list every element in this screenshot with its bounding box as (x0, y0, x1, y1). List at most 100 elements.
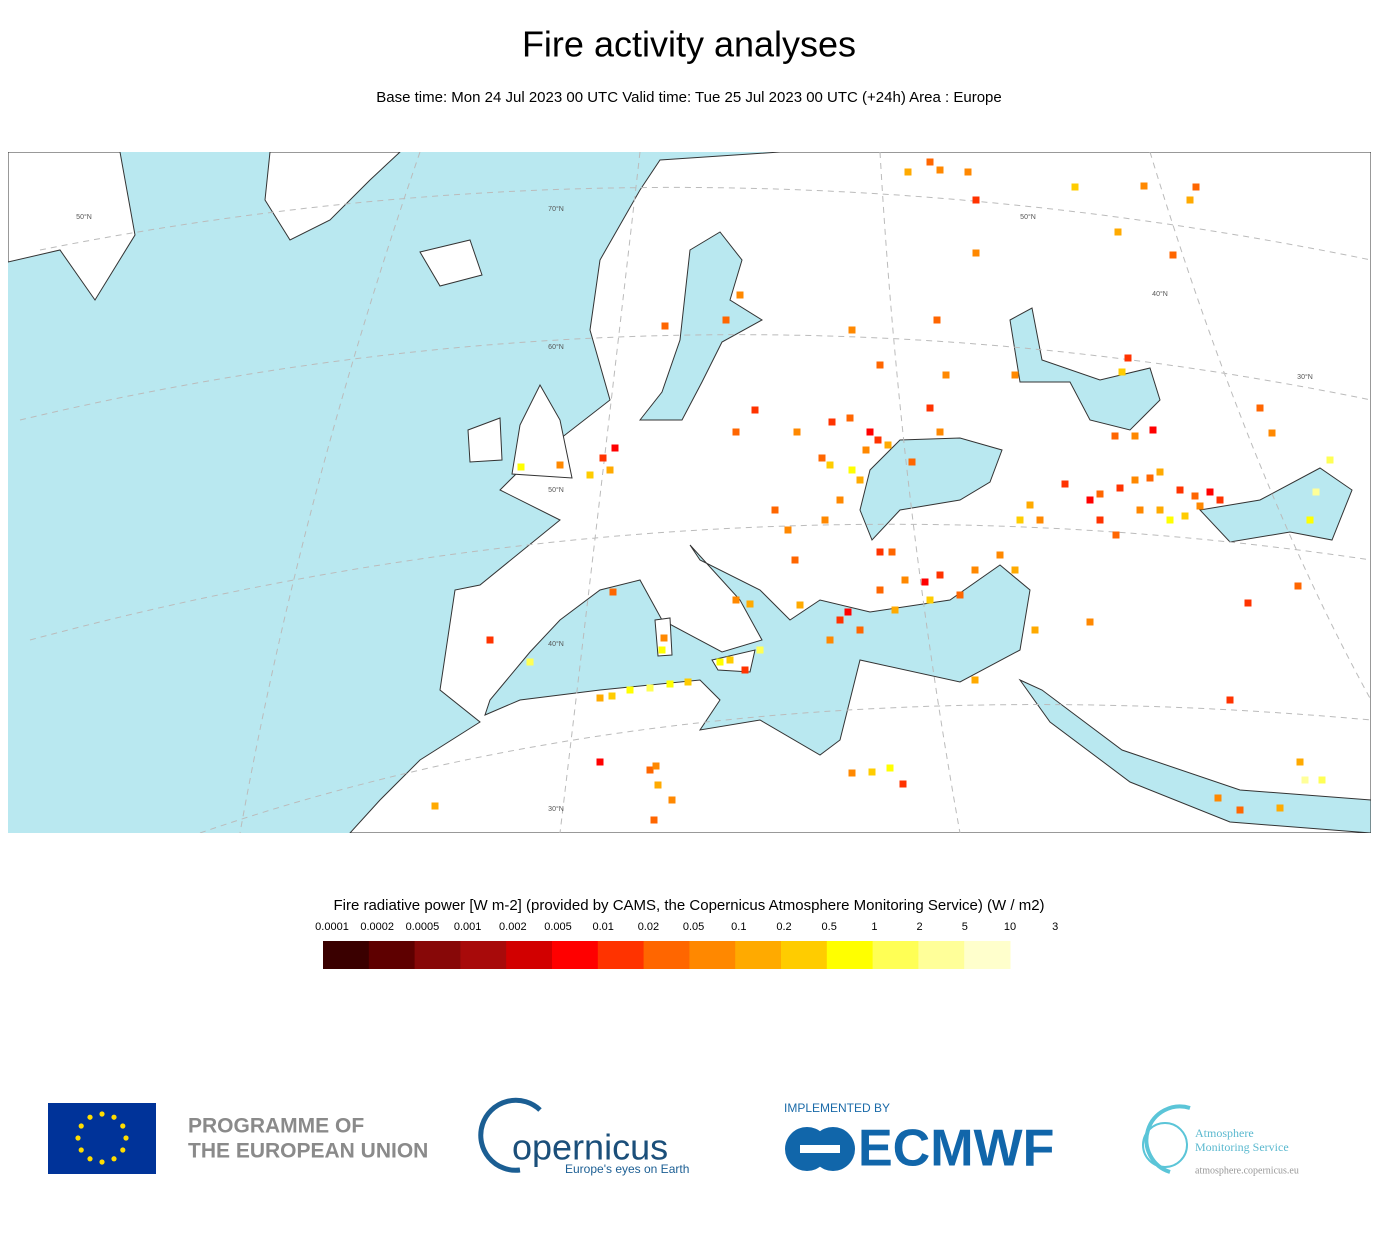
fire-pixel (596, 694, 604, 702)
eu-star (120, 1147, 126, 1153)
fire-pixel (1181, 512, 1189, 520)
fire-pixel (1116, 484, 1124, 492)
fire-pixel (926, 158, 934, 166)
graticule (19, 152, 1371, 833)
fire-pixel (1156, 506, 1164, 514)
ecmwf-logo: IMPLEMENTED BY ECMWF (784, 1101, 1054, 1178)
fire-pixel (1236, 806, 1244, 814)
latitude-label: 30°N (548, 805, 564, 813)
legend-label: 0.001 (454, 921, 482, 933)
fire-pixel (1114, 228, 1122, 236)
fire-pixel (660, 634, 668, 642)
latitude-label: 40°N (548, 640, 564, 648)
legend-swatch (918, 941, 965, 969)
fire-pixel (936, 428, 944, 436)
fire-pixel (756, 646, 764, 654)
fire-pixel (1192, 183, 1200, 191)
latitude-label: 40°N (1152, 290, 1168, 298)
fire-pixel (1186, 196, 1194, 204)
fire-pixel (1031, 626, 1039, 634)
fire-pixel (1026, 501, 1034, 509)
fire-pixel (936, 166, 944, 174)
fire-pixel (826, 636, 834, 644)
fire-pixel (626, 686, 634, 694)
fire-pixel (793, 428, 801, 436)
fire-pixel (828, 418, 836, 426)
copernicus-c (478, 1097, 542, 1173)
fire-pixel (821, 516, 829, 524)
legend-label: 0.005 (544, 921, 572, 933)
legend-swatch (597, 941, 645, 969)
cams-logo: Atmosphere Monitoring Service atmosphere… (1142, 1104, 1299, 1176)
cams-globe (1142, 1122, 1188, 1168)
latitude-label: 30°N (1297, 373, 1313, 381)
latitude-label: 50°N (76, 213, 92, 221)
legend-label: 1 (871, 921, 877, 933)
fire-pixel (1149, 426, 1157, 434)
fire-pixel (526, 658, 534, 666)
legend-title: Fire radiative power [W m-2] (provided b… (333, 897, 1044, 914)
fire-pixel (1318, 776, 1326, 784)
fire-pixel (1096, 516, 1104, 524)
fire-pixel (972, 249, 980, 257)
eu-star (87, 1156, 93, 1162)
copernicus-tagline: Europe's eyes on Earth (565, 1162, 689, 1176)
fire-pixel (846, 414, 854, 422)
legend-label: 0.1 (731, 921, 746, 933)
fire-pixel (658, 646, 666, 654)
fire-pixel (1111, 432, 1119, 440)
eu-text: THE EUROPEAN UNION (188, 1140, 428, 1163)
legend-swatch (414, 941, 461, 969)
fire-pixel (1124, 354, 1132, 362)
fire-pixel (716, 658, 724, 666)
fire-pixel (1061, 480, 1069, 488)
cams-url: atmosphere.copernicus.eu (1195, 1165, 1299, 1176)
fire-pixel (866, 428, 874, 436)
fire-pixel (1036, 516, 1044, 524)
fire-pixel (876, 361, 884, 369)
legend-swatch (689, 941, 736, 969)
fire-pixel (899, 780, 907, 788)
fire-pixel (556, 461, 564, 469)
fire-pixel (926, 596, 934, 604)
eu-star (75, 1135, 81, 1141)
fire-pixel (736, 291, 744, 299)
fire-pixel (1244, 599, 1252, 607)
fire-pixel (1226, 696, 1234, 704)
fire-pixel (668, 796, 676, 804)
fire-pixel (1016, 516, 1024, 524)
fire-pixel (844, 608, 852, 616)
legend-swatch (506, 941, 553, 969)
fire-pixel (784, 526, 792, 534)
fire-pixel (684, 678, 692, 686)
fire-pixel (586, 471, 594, 479)
fire-pixel (646, 766, 654, 774)
fire-pixel (888, 548, 896, 556)
eu-stars (75, 1111, 129, 1165)
eu-star (123, 1135, 129, 1141)
fire-pixel (1086, 618, 1094, 626)
fire-pixel (652, 762, 660, 770)
fire-pixel (1096, 490, 1104, 498)
latitude-label: 60°N (548, 343, 564, 351)
fire-pixel (609, 588, 617, 596)
fire-pixel (876, 586, 884, 594)
legend-label: 0.01 (592, 921, 613, 933)
eu-text: PROGRAMME OF (188, 1115, 364, 1138)
fire-pixel (1011, 566, 1019, 574)
eu-star (99, 1159, 105, 1165)
fire-pixel (611, 444, 619, 452)
baltic-sea (638, 231, 763, 421)
fire-pixel (1086, 496, 1094, 504)
fire-pixel (826, 461, 834, 469)
red-sea (1018, 678, 1371, 833)
implemented-by: IMPLEMENTED BY (784, 1101, 890, 1115)
eu-logo: PROGRAMME OF THE EUROPEAN UNION (48, 1103, 428, 1174)
legend-label: 2 (917, 921, 923, 933)
legend-swatch (460, 941, 507, 969)
eu-star (111, 1114, 117, 1120)
fire-pixel (606, 466, 614, 474)
fire-pixel (856, 626, 864, 634)
fire-pixel (654, 781, 662, 789)
fire-pixel (596, 758, 604, 766)
